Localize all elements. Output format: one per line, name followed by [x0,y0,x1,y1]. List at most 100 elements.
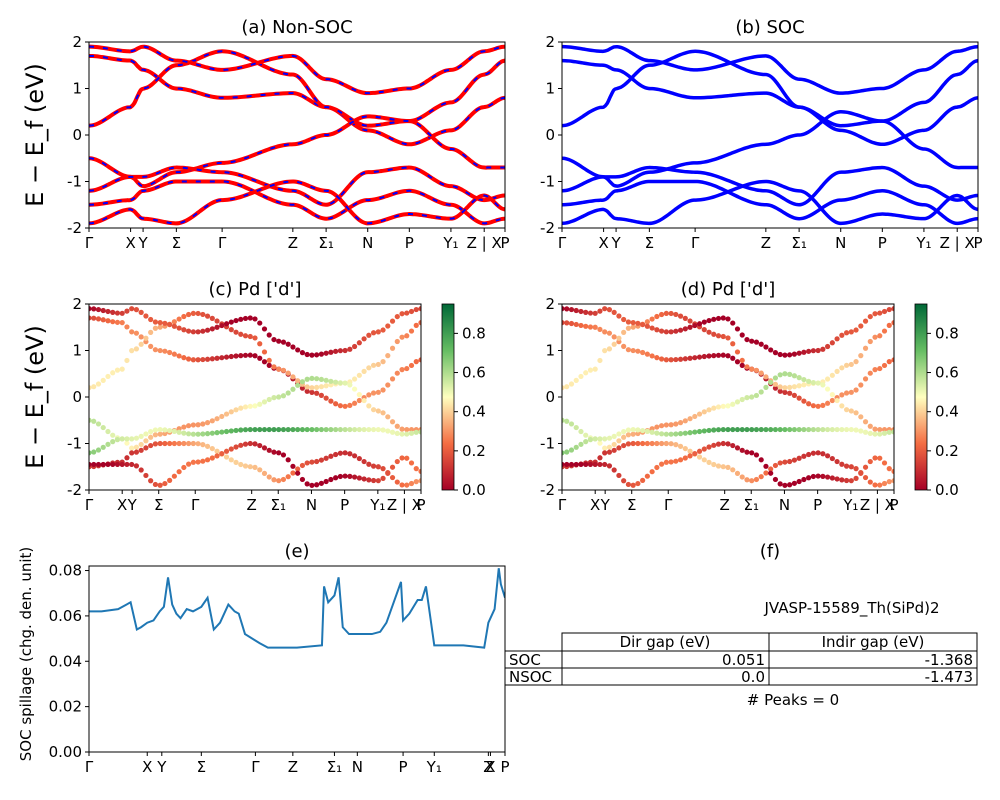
band-dash-0 [89,54,505,146]
x-tick-label-e: Σ₁ [327,758,343,776]
proj-point [611,341,617,347]
proj-point [839,461,845,467]
proj-point [337,473,343,480]
proj-point [242,427,249,433]
colorbar-tick-label: 0.2 [935,442,959,460]
y-tick-label-c: -1 [67,435,82,453]
proj-point [682,356,688,362]
proj-point [252,353,258,359]
proj-point [91,418,97,424]
x-tick-label-c: Z [247,496,257,514]
proj-point [853,359,859,365]
proj-point [114,367,121,373]
band-line-5 [89,179,505,226]
proj-point [404,333,410,339]
proj-point [706,317,712,324]
proj-point [872,431,878,437]
proj-point [242,333,249,339]
proj-point [867,338,873,345]
proj-point [597,440,603,446]
plot-area-a [89,44,505,226]
proj-point [568,381,575,387]
colorbar-tick-label: 0.0 [462,481,486,499]
proj-point [380,327,386,333]
proj-point [791,351,798,357]
proj-point [682,430,688,436]
proj-point [862,376,869,382]
proj-point [375,361,381,368]
proj-point [564,384,570,390]
proj-point [380,475,386,481]
proj-point [825,400,831,406]
proj-point [252,426,258,433]
proj-point [573,307,579,314]
proj-point [337,403,343,409]
proj-point [725,441,731,447]
proj-point [186,461,192,467]
proj-point [361,336,367,342]
proj-point [342,347,348,354]
proj-point [328,398,334,404]
proj-point [696,448,703,454]
proj-point [375,464,381,470]
proj-point [413,466,419,472]
proj-point [649,440,655,447]
proj-point [611,334,617,340]
proj-point [682,445,688,452]
proj-point [209,326,215,332]
proj-point [200,356,206,363]
proj-point [261,349,268,355]
proj-point [682,326,688,332]
proj-point [418,306,421,312]
proj-point [872,367,878,373]
proj-point [772,476,779,483]
proj-point [385,470,391,476]
proj-point [238,353,244,359]
proj-point [806,475,812,481]
proj-point [772,381,779,387]
proj-point [252,335,258,341]
panel-title-e: (e) [284,541,309,562]
proj-point [195,431,201,437]
y-tick-label-d: 0 [545,388,555,406]
proj-point [616,431,622,437]
proj-point [858,353,864,359]
proj-point [659,440,665,447]
proj-point [418,429,421,435]
axes-frame [88,303,422,491]
x-tick-label-a: Σ₁ [318,234,334,252]
colorbar-tick-label: 0.2 [462,442,486,460]
colorbar-tick-label: 0.0 [935,481,959,499]
proj-point [625,347,632,353]
colorbar-tick-label: 0.4 [935,403,959,421]
proj-point [89,385,92,391]
proj-point [214,416,220,422]
proj-point [413,429,419,435]
proj-point [825,376,831,382]
proj-point [242,315,249,322]
proj-point [408,328,415,334]
proj-point [233,407,239,413]
proj-point [176,353,182,359]
proj-point [673,356,679,363]
proj-point [299,350,306,356]
proj-point [328,476,334,483]
proj-point [711,461,717,468]
proj-point [238,427,244,433]
proj-point [829,372,835,378]
proj-point [597,436,603,442]
proj-point [91,461,97,468]
proj-point [238,331,244,337]
panel-title-c: (c) Pd ['d'] [208,279,301,300]
proj-point [105,373,111,380]
proj-point [644,440,650,447]
proj-point [228,327,234,333]
proj-point [167,321,173,328]
proj-point [370,330,377,336]
proj-point [356,475,362,481]
proj-point [167,477,173,483]
proj-point [801,376,807,383]
proj-point [238,405,244,411]
proj-point [295,382,301,388]
proj-point [772,385,779,391]
